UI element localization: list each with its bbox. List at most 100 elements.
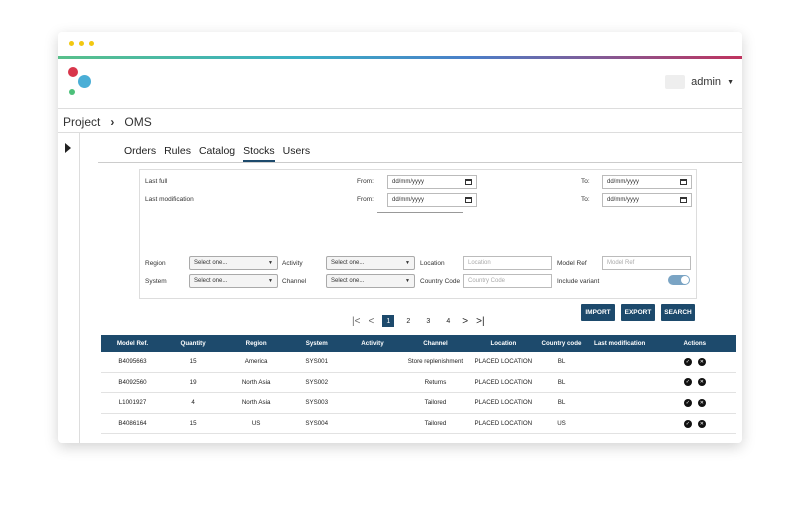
table-row[interactable]: B4086164 15 US SYS004 Tailored PLACED LO…	[101, 414, 736, 435]
calendar-icon[interactable]	[465, 197, 472, 203]
to-label: To:	[581, 196, 590, 203]
window-dot-1[interactable]	[69, 41, 74, 46]
calendar-icon[interactable]	[680, 179, 687, 185]
col-region[interactable]: Region	[245, 340, 267, 347]
user-name: admin	[691, 76, 722, 88]
cell-country-code: BL	[557, 358, 566, 366]
page-3[interactable]: 3	[426, 317, 431, 325]
system-select-value: Select one...	[194, 278, 228, 284]
cell-model-ref: B4092560	[118, 378, 147, 386]
page-4[interactable]: 4	[446, 317, 451, 325]
page-1[interactable]: 1	[382, 315, 395, 327]
last-full-label: Last full	[145, 178, 168, 185]
channel-select-value: Select one...	[331, 278, 365, 284]
close-icon[interactable]: ✕	[697, 398, 706, 407]
export-button[interactable]: EXPORT	[621, 304, 655, 321]
model-ref-input[interactable]: Model Ref	[602, 256, 691, 270]
close-icon[interactable]: ✕	[697, 357, 706, 366]
cell-quantity: 15	[189, 358, 197, 366]
col-model-ref[interactable]: Model Ref.	[116, 340, 149, 347]
check-icon[interactable]: ✓	[683, 378, 692, 387]
check-icon[interactable]: ✓	[683, 398, 692, 407]
close-icon[interactable]: ✕	[697, 378, 706, 387]
region-select[interactable]: Select one... ▼	[189, 256, 278, 270]
table-row[interactable]: B4092560 19 North Asia SYS002 Returns PL…	[101, 373, 736, 394]
channel-select[interactable]: Select one... ▼	[326, 274, 415, 288]
tab-rules[interactable]: Rules	[164, 145, 191, 157]
include-variant-toggle[interactable]	[668, 275, 690, 285]
model-ref-placeholder: Model Ref	[607, 260, 635, 266]
cell-country-code: BL	[557, 378, 566, 386]
page-2[interactable]: 2	[406, 317, 411, 325]
tab-catalog[interactable]: Catalog	[198, 145, 236, 157]
cell-country-code: US	[557, 420, 566, 428]
user-menu[interactable]: admin ▼	[665, 75, 734, 89]
date-placeholder: dd/mm/yyyy	[607, 179, 640, 185]
last-full-from-date[interactable]: dd/mm/yyyy	[387, 175, 477, 189]
check-icon[interactable]: ✓	[683, 419, 692, 428]
col-system[interactable]: System	[305, 340, 328, 347]
cell-location: PLACED LOCATION	[474, 358, 533, 366]
col-location[interactable]: Location	[490, 340, 517, 347]
search-button[interactable]: SEARCH	[661, 304, 695, 321]
window-dot-2[interactable]	[79, 41, 84, 46]
last-modification-to-date[interactable]: dd/mm/yyyy	[602, 193, 692, 207]
tab-users[interactable]: Users	[282, 145, 311, 157]
last-modification-from-date[interactable]: dd/mm/yyyy	[387, 193, 477, 207]
avatar	[665, 75, 686, 89]
logo-green-dot	[69, 89, 75, 95]
expand-sidebar-icon[interactable]	[65, 143, 71, 153]
cell-model-ref: L1001927	[118, 399, 147, 407]
from-label: From:	[357, 178, 374, 185]
calendar-icon[interactable]	[465, 179, 472, 185]
tab-orders[interactable]: Orders	[124, 145, 157, 157]
calendar-icon[interactable]	[680, 197, 687, 203]
col-country-code[interactable]: Country code	[541, 340, 582, 347]
window-dot-3[interactable]	[89, 41, 94, 46]
cell-location: PLACED LOCATION	[474, 378, 533, 386]
table-row[interactable]: L1001927 4 North Asia SYS003 Tailored PL…	[101, 393, 736, 414]
country-code-input[interactable]: Country Code	[463, 274, 552, 288]
channel-label: Channel	[282, 278, 307, 285]
previous-page-icon[interactable]: <	[368, 315, 375, 327]
date-placeholder: dd/mm/yyyy	[392, 197, 425, 203]
activity-select[interactable]: Select one... ▼	[326, 256, 415, 270]
location-label: Location	[420, 260, 445, 267]
cell-system: SYS003	[305, 399, 329, 407]
col-actions: Actions	[683, 340, 707, 347]
location-input[interactable]: Location	[463, 256, 552, 270]
col-channel[interactable]: Channel	[423, 340, 448, 347]
cell-region: North Asia	[241, 378, 271, 386]
toggle-knob	[681, 276, 689, 284]
table-header: Model Ref. Quantity Region System Activi…	[101, 335, 736, 352]
last-full-to-date[interactable]: dd/mm/yyyy	[602, 175, 692, 189]
next-page-icon[interactable]: >	[462, 315, 469, 327]
row-actions: ✓ ✕	[654, 357, 736, 366]
cell-quantity: 15	[189, 420, 197, 428]
col-last-modification[interactable]: Last modification	[594, 340, 646, 347]
filter-panel: Last full Last modification From: dd/mm/…	[139, 169, 697, 321]
close-icon[interactable]: ✕	[697, 419, 706, 428]
logo-red-dot	[68, 67, 78, 77]
cell-location: PLACED LOCATION	[474, 399, 533, 407]
stocks-table: Model Ref. Quantity Region System Activi…	[101, 335, 736, 435]
logo-blue-dot	[78, 75, 91, 88]
check-icon[interactable]: ✓	[683, 357, 692, 366]
col-quantity[interactable]: Quantity	[180, 340, 206, 347]
cell-channel: Tailored	[424, 420, 447, 428]
table-row[interactable]: B4095663 15 America SYS001 Store repleni…	[101, 352, 736, 373]
col-activity[interactable]: Activity	[361, 340, 384, 347]
cell-region: America	[244, 358, 268, 366]
tab-stocks[interactable]: Stocks	[243, 145, 275, 162]
cell-model-ref: B4086164	[118, 420, 147, 428]
import-button[interactable]: IMPORT	[581, 304, 615, 321]
from-label: From:	[357, 196, 374, 203]
location-placeholder: Location	[468, 260, 491, 266]
cell-system: SYS004	[305, 420, 329, 428]
row-actions: ✓ ✕	[654, 419, 736, 428]
last-page-icon[interactable]: >|	[476, 315, 485, 327]
breadcrumb-project[interactable]: Project	[63, 115, 101, 129]
activity-label: Activity	[282, 260, 303, 267]
first-page-icon[interactable]: |<	[352, 315, 361, 327]
system-select[interactable]: Select one... ▼	[189, 274, 278, 288]
